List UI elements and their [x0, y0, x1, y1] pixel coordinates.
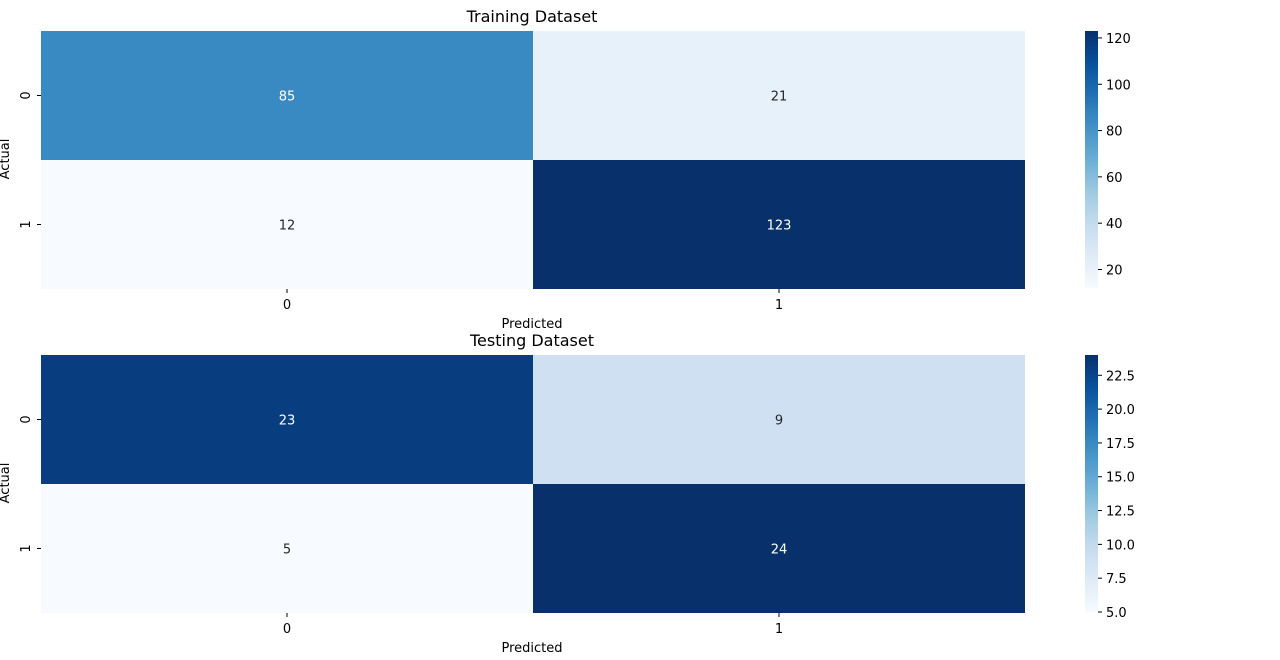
heatmap-cell [533, 484, 1025, 613]
axis-ticks: 0 1 0 1 [19, 91, 783, 313]
colorbar-ticks: 20 40 60 80 100 120 [1098, 32, 1131, 278]
y-axis-label: Actual [0, 139, 13, 180]
x-tick-label: 1 [775, 622, 783, 637]
heatmap-cells: 85 21 12 123 [41, 31, 1025, 289]
colorbar-tick-label: 5.0 [1106, 606, 1127, 621]
cell-value-label: 9 [775, 414, 783, 429]
colorbar-tick-label: 120 [1106, 32, 1131, 47]
y-axis-label: Actual [0, 463, 13, 504]
colorbar-tick-label: 17.5 [1106, 437, 1135, 452]
colorbar [1085, 31, 1098, 288]
colorbar-ticks: 5.0 7.5 10.0 12.5 15.0 17.5 20.0 22.5 [1098, 369, 1135, 621]
cell-value-label: 85 [279, 90, 296, 105]
colorbar-tick-label: 12.5 [1106, 505, 1135, 520]
colorbar-tick-label: 40 [1106, 217, 1123, 232]
chart-title: Training Dataset [466, 7, 598, 26]
heatmap-cells: 23 9 5 24 [41, 355, 1025, 613]
heatmap-cell [533, 31, 1025, 160]
chart-title: Testing Dataset [469, 331, 594, 350]
heatmap-cell [41, 484, 533, 613]
heatmap-cell [533, 160, 1025, 289]
colorbar-tick-label: 20.0 [1106, 403, 1135, 418]
cell-value-label: 123 [767, 219, 792, 234]
x-tick-label: 1 [775, 298, 783, 313]
heatmap-cell [533, 355, 1025, 484]
colorbar-tick-label: 100 [1106, 78, 1131, 93]
cell-value-label: 12 [279, 219, 296, 234]
colorbar [1085, 355, 1098, 612]
cell-value-label: 5 [283, 543, 291, 558]
cell-value-label: 21 [771, 90, 788, 105]
colorbar-tick-label: 60 [1106, 171, 1123, 186]
cell-value-label: 24 [771, 543, 788, 558]
heatmap-cell [41, 355, 533, 484]
y-tick-label: 1 [19, 544, 34, 552]
colorbar-tick-label: 10.0 [1106, 538, 1135, 553]
colorbar-tick-label: 7.5 [1106, 572, 1127, 587]
colorbar-tick-label: 20 [1106, 263, 1123, 278]
heatmap-cell [41, 31, 533, 160]
y-tick-label: 1 [19, 220, 34, 228]
heatmap-panel-training: Training Dataset 85 21 12 123 0 1 0 1 Predicte… [0, 7, 1131, 332]
cell-value-label: 23 [279, 414, 296, 429]
x-axis-label: Predicted [501, 317, 562, 332]
colorbar-tick-label: 80 [1106, 125, 1123, 140]
y-tick-label: 0 [19, 415, 34, 423]
x-axis-label: Predicted [501, 641, 562, 656]
y-tick-label: 0 [19, 91, 34, 99]
heatmap-panel-testing: Testing Dataset 23 9 5 24 0 1 0 1 Predicted Ac… [0, 331, 1135, 656]
colorbar-tick-label: 15.0 [1106, 471, 1135, 486]
heatmap-cell [41, 160, 533, 289]
axis-ticks: 0 1 0 1 [19, 415, 783, 637]
x-tick-label: 0 [283, 298, 291, 313]
x-tick-label: 0 [283, 622, 291, 637]
colorbar-tick-label: 22.5 [1106, 369, 1135, 384]
